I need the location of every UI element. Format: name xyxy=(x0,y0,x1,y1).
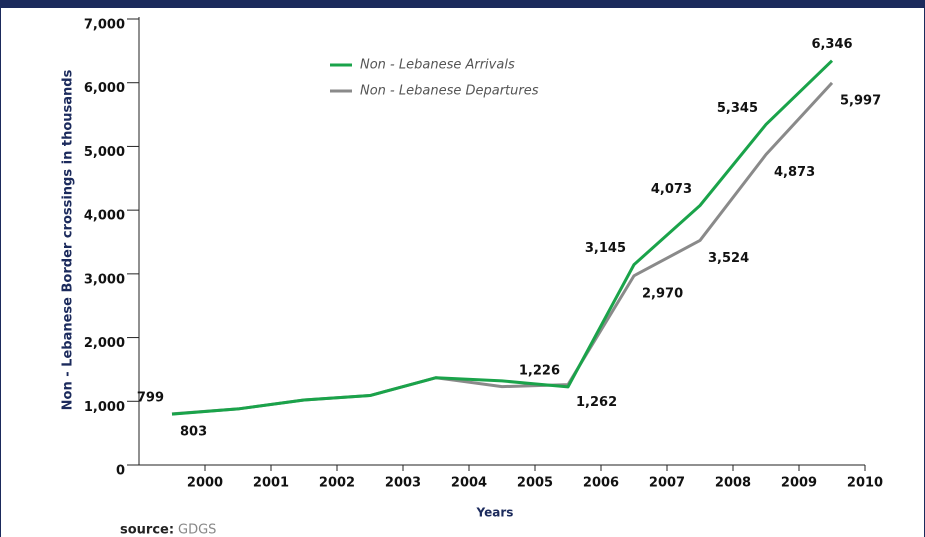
y-tick-label: 5,000 xyxy=(84,145,125,160)
x-tick-label: 2007 xyxy=(649,476,685,491)
x-tick-label: 2009 xyxy=(781,476,817,491)
value-label: 3,145 xyxy=(585,241,626,256)
value-label: 2,970 xyxy=(642,286,683,301)
value-label: 5,997 xyxy=(840,93,881,108)
legend-label: Non - Lebanese Departures xyxy=(360,84,539,99)
x-tick-label: 2003 xyxy=(385,476,421,491)
y-tick-label: 4,000 xyxy=(84,209,125,224)
value-label: 5,345 xyxy=(717,101,758,116)
x-tick-label: 2000 xyxy=(187,476,223,491)
value-label: 803 xyxy=(180,424,207,439)
y-tick-label: 0 xyxy=(116,464,125,479)
y-tick-label: 2,000 xyxy=(84,336,125,351)
y-tick-label: 3,000 xyxy=(84,272,125,287)
x-tick-label: 2008 xyxy=(715,476,751,491)
value-label: 3,524 xyxy=(708,251,749,266)
legend-label: Non - Lebanese Arrivals xyxy=(360,58,515,73)
x-tick-label: 2010 xyxy=(847,476,883,491)
y-tick-label: 7,000 xyxy=(84,18,125,33)
value-label: 4,073 xyxy=(651,182,692,197)
x-tick-label: 2005 xyxy=(517,476,553,491)
line xyxy=(171,81,834,416)
x-axis-label: Years xyxy=(476,506,514,520)
value-label: 799 xyxy=(137,391,164,406)
value-label: 4,873 xyxy=(774,165,815,180)
y-tick-label: 1,000 xyxy=(84,400,125,415)
y-tick-label: 6,000 xyxy=(84,81,125,96)
source-label: source: xyxy=(120,523,174,537)
x-tick-label: 2004 xyxy=(451,476,487,491)
x-tick-label: 2002 xyxy=(319,476,355,491)
value-label: 1,226 xyxy=(519,363,560,378)
top-bar xyxy=(0,0,925,8)
x-tick-label: 2001 xyxy=(253,476,289,491)
value-label: 6,346 xyxy=(811,37,852,52)
y-axis-label: Non - Lebanese Border crossings in thous… xyxy=(61,69,76,410)
source: GDGS xyxy=(178,523,216,537)
value-label: 1,262 xyxy=(576,395,617,410)
x-tick-label: 2006 xyxy=(583,476,619,491)
line xyxy=(171,59,834,416)
